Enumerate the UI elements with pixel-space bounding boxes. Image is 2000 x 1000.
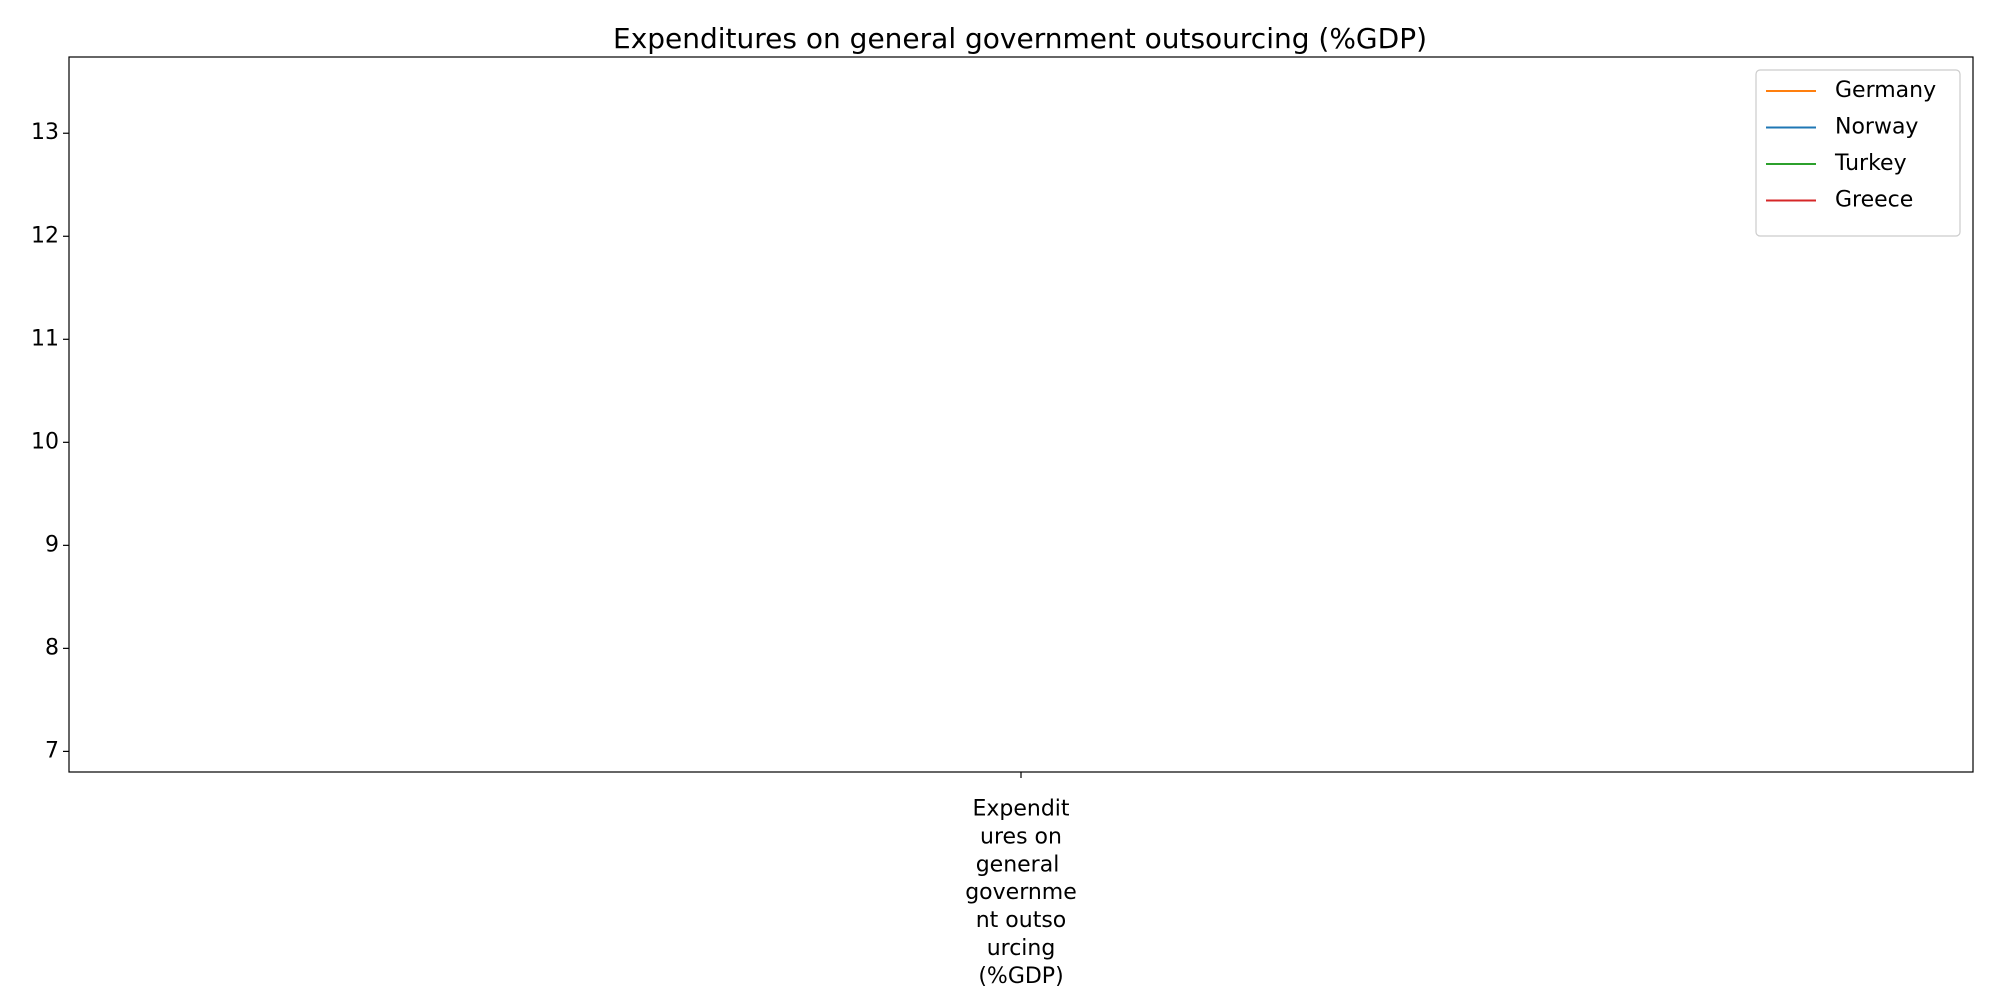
y-tick-label: 7 bbox=[45, 738, 59, 763]
x-tick-label-line: nt outso bbox=[976, 908, 1067, 933]
y-tick-label: 9 bbox=[45, 532, 59, 557]
x-tick-label-line: ures on bbox=[980, 824, 1062, 849]
plot-frame bbox=[68, 56, 1974, 773]
legend-label: Turkey bbox=[1834, 151, 1907, 176]
x-tick-label-line: (%GDP) bbox=[978, 964, 1063, 989]
legend-frame bbox=[1755, 69, 1961, 237]
legend-label: Norway bbox=[1835, 115, 1918, 140]
x-tick-label-line: governme bbox=[965, 880, 1077, 905]
legend-label: Greece bbox=[1835, 188, 1913, 213]
y-tick-label: 12 bbox=[31, 223, 59, 248]
x-tick-label-line: Expendit bbox=[972, 796, 1069, 821]
y-tick-label: 8 bbox=[45, 635, 59, 660]
y-tick-label: 10 bbox=[31, 429, 59, 454]
y-tick-label: 11 bbox=[31, 326, 59, 351]
legend-label: Germany bbox=[1835, 78, 1936, 103]
chart-title: Expenditures on general government outso… bbox=[613, 22, 1427, 55]
x-tick-label-line: urcing bbox=[987, 936, 1056, 961]
x-tick-label: Expendit ures on general governme nt outso u… bbox=[965, 796, 1077, 989]
y-tick-label: 13 bbox=[31, 120, 59, 145]
x-tick-label-line: general bbox=[976, 852, 1067, 877]
